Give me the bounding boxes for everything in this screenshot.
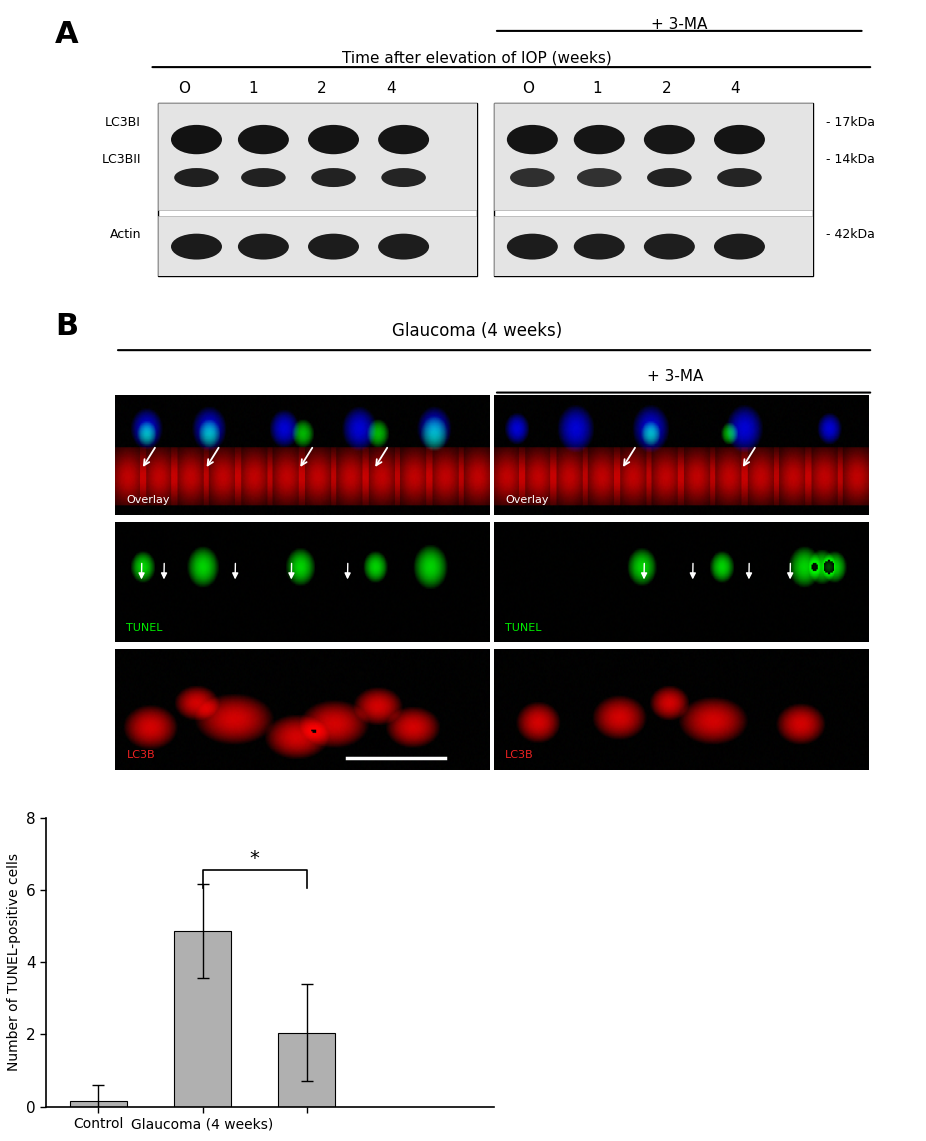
Text: 2: 2 — [317, 81, 327, 96]
Text: + 3-MA: + 3-MA — [646, 369, 703, 385]
Text: O: O — [178, 81, 190, 96]
Text: Glaucoma (4 weeks): Glaucoma (4 weeks) — [392, 322, 562, 340]
Text: 1: 1 — [248, 81, 257, 96]
Bar — [278, 1033, 335, 1107]
Text: Time after elevation of IOP (weeks): Time after elevation of IOP (weeks) — [342, 50, 612, 65]
Text: LC3BII: LC3BII — [102, 153, 141, 165]
Text: A: A — [55, 19, 79, 49]
Text: B: B — [55, 313, 78, 341]
Text: 1: 1 — [593, 81, 602, 96]
Text: 4: 4 — [386, 81, 395, 96]
Text: + 3-MA: + 3-MA — [651, 17, 707, 32]
Text: Actin: Actin — [109, 228, 141, 241]
Text: 2: 2 — [661, 81, 671, 96]
Bar — [69, 1101, 127, 1107]
Text: - 17kDa: - 17kDa — [826, 116, 875, 129]
Text: LC3BI: LC3BI — [106, 116, 141, 129]
Text: - 14kDa: - 14kDa — [826, 153, 874, 165]
Text: *: * — [250, 849, 259, 868]
Y-axis label: Number of TUNEL-positive cells: Number of TUNEL-positive cells — [6, 853, 20, 1071]
Text: - 42kDa: - 42kDa — [826, 228, 874, 241]
Bar — [174, 931, 232, 1107]
Text: O: O — [522, 81, 534, 96]
Text: 4: 4 — [731, 81, 740, 96]
